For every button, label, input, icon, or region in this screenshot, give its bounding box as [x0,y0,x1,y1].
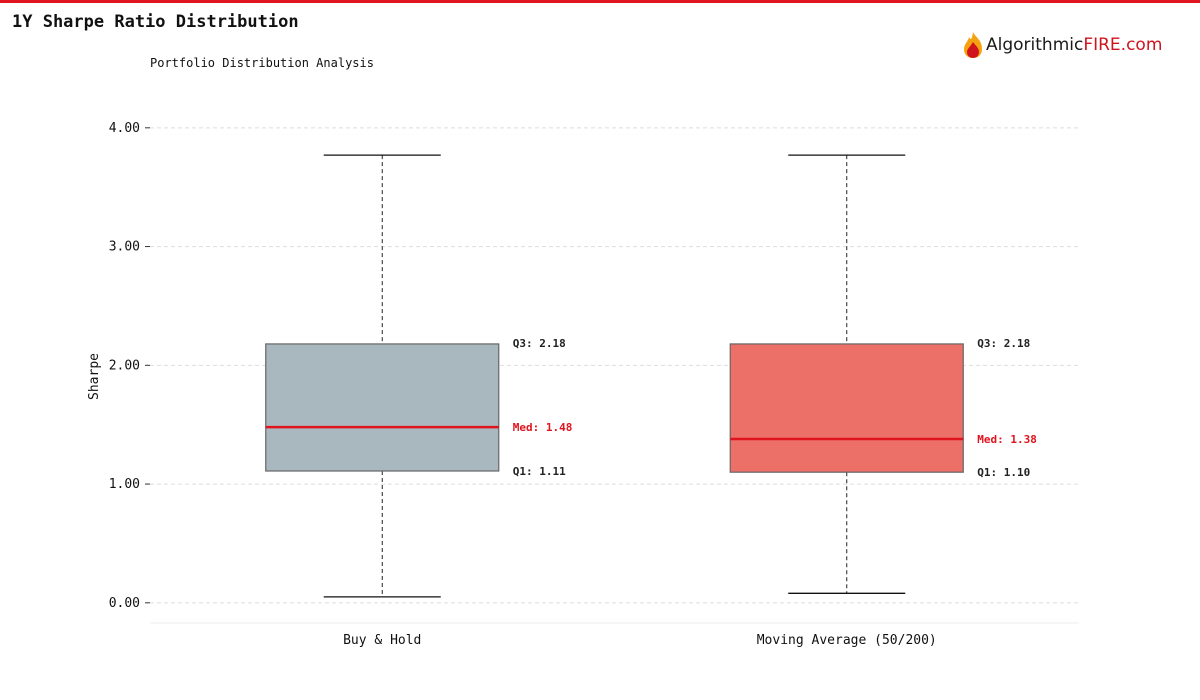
logo-text-accent: FIRE.com [1083,35,1163,55]
q3-label: Q3: 2.18 [977,337,1030,350]
flame-icon [964,32,982,58]
logo: Algorithmic FIRE.com [960,30,1162,60]
median-label: Med: 1.38 [977,433,1037,446]
logo-text-main: Algorithmic [986,35,1084,55]
y-axis-label: Sharpe [87,353,102,400]
chart-subtitle: Portfolio Distribution Analysis [150,56,374,70]
x-tick-label: Moving Average (50/200) [757,633,937,648]
q3-label: Q3: 2.18 [513,337,566,350]
box [729,343,964,473]
q1-label: Q1: 1.10 [977,466,1030,479]
box [265,343,500,472]
y-tick-label: 0.00 [109,596,140,611]
y-tick-label: 2.00 [109,358,140,373]
x-tick-label: Buy & Hold [343,633,421,648]
median-label: Med: 1.48 [513,421,573,434]
chart-title: 1Y Sharpe Ratio Distribution [12,12,299,32]
y-tick-label: 1.00 [109,477,140,492]
y-tick-label: 4.00 [109,121,140,136]
y-tick-label: 3.00 [109,240,140,255]
top-accent-bar [0,0,1200,3]
q1-label: Q1: 1.11 [513,465,566,478]
